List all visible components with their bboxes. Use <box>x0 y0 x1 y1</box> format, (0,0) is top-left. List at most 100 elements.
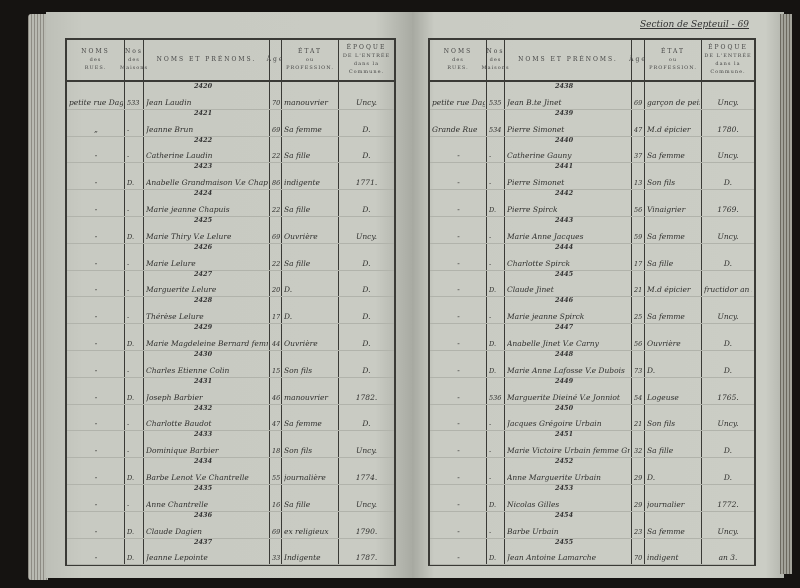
cell-age: 46 <box>272 393 280 402</box>
cell-entry: an 3. <box>718 553 738 563</box>
cell-age: 69 <box>272 232 280 241</box>
cell-status: Son fils <box>647 419 676 429</box>
entry-number: 2426 <box>194 242 213 251</box>
cell-entry: Uncy. <box>717 151 739 161</box>
header-line: PROFESSION. <box>649 65 697 71</box>
entry-number: 2420 <box>194 82 213 90</box>
cell-house: D. <box>127 339 135 348</box>
cell-entry: D. <box>723 178 733 188</box>
table-row: 2444 - - Charlotte Spirck 17 Sa fille D. <box>430 243 754 271</box>
cell-name: Barbe Urbain <box>507 526 559 536</box>
header-line: des <box>128 57 140 63</box>
entry-number: 2430 <box>194 350 213 358</box>
cell-name: Pierre Spirck <box>507 204 558 214</box>
page-annotation: Section de Septeuil - 69 <box>640 20 750 30</box>
cell-entry: D. <box>723 258 733 268</box>
cell-street: - <box>457 151 460 161</box>
cell-name: Marie jeanne Spirck <box>507 312 585 322</box>
cell-house: - <box>127 420 130 429</box>
cell-name: Marie Lelure <box>146 258 196 268</box>
cell-name: Marie jeanne Chapuis <box>146 204 230 214</box>
cell-house: - <box>489 232 492 241</box>
table-row: 2422 - - Catherine Laudin 22 Sa fille D. <box>67 136 394 164</box>
cell-status: Sa femme <box>647 526 685 536</box>
cell-age: 32 <box>634 447 643 456</box>
cell-age: 21 <box>634 420 643 429</box>
cell-house: D. <box>489 366 497 375</box>
header-text: NOMS ET PRÉNOMS. <box>156 56 257 63</box>
cell-street: - <box>457 312 460 322</box>
cell-name: Nicolas Gilles <box>507 499 560 509</box>
entry-number: 2424 <box>194 189 213 198</box>
table-row: 2453 - D. Nicolas Gilles 29 journalier 1772. <box>430 484 754 512</box>
table-row: 2421 „ - Jeanne Brun 69 Sa femme D. <box>67 109 394 137</box>
header-text: Âge <box>629 56 647 63</box>
cell-street: - <box>457 472 460 482</box>
cell-house: D. <box>127 527 135 536</box>
table-row: 2452 - - Anne Marguerite Urbain 29 D. D. <box>430 457 754 485</box>
header-line: ou <box>305 57 315 63</box>
cell-name: Claude Jinet <box>507 285 554 295</box>
header-line: Nos <box>125 48 143 55</box>
cell-status: Sa fille <box>284 258 311 268</box>
cell-entry: D. <box>362 151 371 161</box>
cell-entry: 1782. <box>355 392 378 402</box>
cell-house: D. <box>489 286 497 295</box>
cell-age: 47 <box>272 420 280 429</box>
cell-house: D. <box>127 232 135 241</box>
cell-status: Indigente <box>284 553 321 563</box>
entry-number: 2451 <box>555 430 574 439</box>
cell-age: 16 <box>272 500 280 509</box>
entry-number: 2453 <box>555 484 574 492</box>
cell-age: 55 <box>272 473 280 482</box>
cell-status: Ouvrière <box>647 338 681 348</box>
cell-entry: Uncy. <box>356 97 377 107</box>
cell-street: - <box>94 472 98 482</box>
cell-name: Jean Antoine Lamarche <box>507 553 597 563</box>
cell-street: - <box>94 285 98 295</box>
entry-number: 2428 <box>194 296 213 305</box>
table-header: NOMS des RUES. Nos des Maisons NOMS ET PRÉNOMS… <box>430 40 754 82</box>
cell-house: - <box>127 447 130 456</box>
cell-name: Marie Anne Jacques <box>507 231 584 241</box>
cell-house: 533 <box>127 98 140 107</box>
column-header-status: ÉTAT ou PROFESSION. <box>645 40 702 80</box>
cell-age: 69 <box>272 527 280 536</box>
header-line: des <box>452 57 464 63</box>
table-row: 2426 - - Marie Lelure 22 Sa fille D. <box>67 243 394 271</box>
cell-status: Son fils <box>284 446 313 456</box>
cell-street: - <box>94 446 98 456</box>
cell-age: 69 <box>272 125 280 134</box>
cell-house: D. <box>489 205 497 214</box>
header-text: Âge <box>266 56 285 63</box>
header-line: RUES. <box>84 65 107 71</box>
cell-house: D. <box>127 393 135 402</box>
header-line: Maisons <box>119 65 149 71</box>
cell-street: - <box>457 419 460 429</box>
cell-name: Marie Victoire Urbain femme Grain <box>507 446 630 456</box>
entry-number: 2441 <box>555 162 574 171</box>
entry-number: 2447 <box>555 323 574 332</box>
cell-status: Ouvrière <box>284 231 318 241</box>
cell-age: 47 <box>634 125 643 134</box>
cell-age: 22 <box>272 205 280 214</box>
cell-entry: Uncy. <box>356 446 377 456</box>
table-row: 2443 - - Marie Anne Jacques 59 Sa femme Uncy. <box>430 216 754 244</box>
table-row: 2437 - D. Jeanne Lepointe 33 Indigente 1787. <box>67 538 394 566</box>
table-row: 2429 - D. Marie Magdeleine Bernard femme Co… <box>67 323 394 351</box>
cell-street: - <box>457 446 460 456</box>
cell-name: Jean B.te Jinet <box>507 97 562 107</box>
table-row: 2428 - - Thérèse Lelure 17 D. D. <box>67 296 394 325</box>
cell-name: Jean Laudin <box>146 97 192 107</box>
cell-age: 33 <box>272 554 280 563</box>
table-row: 2435 - - Anne Chantrelle 16 Sa fille Uncy. <box>67 484 394 512</box>
cell-name: Jacques Grégoire Urbain <box>507 419 602 429</box>
cell-entry: D. <box>362 258 371 268</box>
cell-entry: D. <box>723 338 733 348</box>
cell-house: - <box>489 420 492 429</box>
cell-entry: 1787. <box>355 553 378 563</box>
cell-house: D. <box>489 554 497 563</box>
cell-name: Thérèse Lelure <box>146 312 204 322</box>
cell-house: - <box>127 125 130 134</box>
cell-entry: Uncy. <box>717 419 739 429</box>
